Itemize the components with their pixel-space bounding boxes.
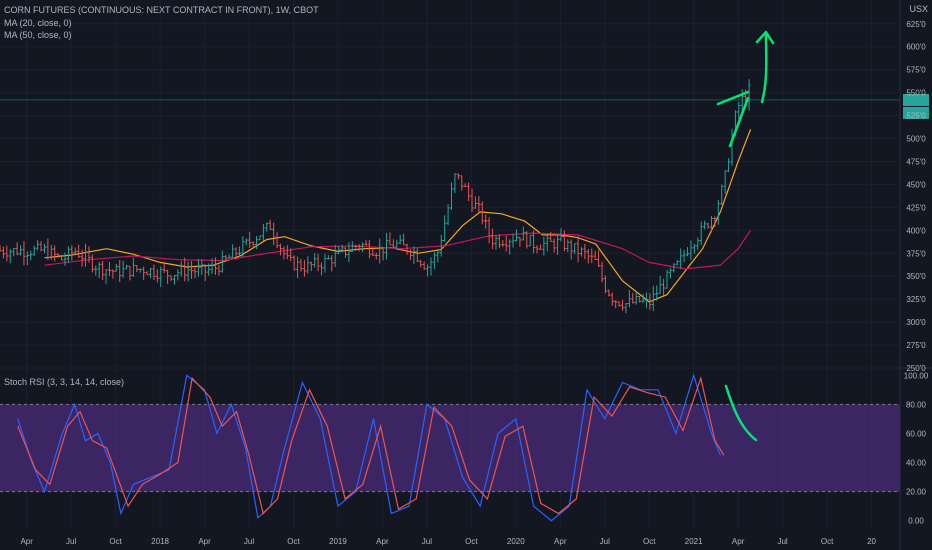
y-tick-label: 600'0 <box>906 43 926 52</box>
ma50-legend: MA (50, close, 0) <box>4 30 72 40</box>
axes: Apr Jul Oct 2018 Apr Jul Oct 2019 Apr Jul Oct 2020 A… <box>20 20 928 546</box>
stoch-y-tick-label: 60.00 <box>906 429 927 438</box>
x-tick-label: 20 <box>867 537 876 546</box>
x-tick-label: Jul <box>422 537 432 546</box>
x-tick-label: Oct <box>109 537 122 546</box>
x-tick-label: Apr <box>732 537 745 546</box>
x-tick-label: Oct <box>821 537 834 546</box>
y-tick-label: 425'0 <box>906 203 926 212</box>
stoch-y-tick-label: 100.00 <box>904 371 929 380</box>
stoch-band <box>0 403 900 493</box>
x-tick-label: Jul <box>777 537 787 546</box>
trend-line-upper <box>716 90 750 106</box>
stoch-series <box>17 373 725 522</box>
x-tick-label: 2018 <box>151 537 169 546</box>
y-tick-label: 300'0 <box>906 318 926 327</box>
y-tick-label: 400'0 <box>906 226 926 235</box>
stoch-y-tick-label: 20.00 <box>906 488 927 497</box>
ma20-legend: MA (20, close, 0) <box>4 18 72 28</box>
y-tick-label: 375'0 <box>906 249 926 258</box>
stoch-y-tick-label: 40.00 <box>906 459 927 468</box>
x-tick-label: 2020 <box>507 537 525 546</box>
annotations <box>716 30 775 442</box>
x-tick-label: Oct <box>643 537 656 546</box>
x-tick-label: Apr <box>376 537 389 546</box>
x-tick-label: Jul <box>66 537 76 546</box>
x-tick-label: Oct <box>287 537 300 546</box>
stoch-down-annotation <box>724 384 758 442</box>
arrow-up-head <box>755 30 775 45</box>
y-tick-label: 550'0 <box>906 89 926 98</box>
stoch-legend: Stoch RSI (3, 3, 14, 14, close) <box>4 377 125 387</box>
stoch-k-line <box>17 373 721 522</box>
x-tick-label: 2021 <box>685 537 703 546</box>
last-price-badge <box>903 93 929 106</box>
stoch-y-tick-label: 80.00 <box>906 400 927 409</box>
x-tick-label: Jul <box>600 537 610 546</box>
trend-line-lower <box>728 96 750 148</box>
countdown-badge <box>903 106 929 119</box>
overbought-oversold-band <box>0 404 900 492</box>
y-tick-label: 450'0 <box>906 180 926 189</box>
y-tick-label: 250'0 <box>906 364 926 373</box>
y-tick-label: 475'0 <box>906 157 926 166</box>
x-tick-label: Jul <box>244 537 254 546</box>
x-tick-label: Oct <box>465 537 478 546</box>
y-tick-label: 275'0 <box>906 341 926 350</box>
arrow-up-shaft <box>760 32 768 104</box>
y-tick-label: 500'0 <box>906 135 926 144</box>
x-tick-label: Apr <box>554 537 567 546</box>
chart-title: CORN FUTURES (CONTINUOUS: NEXT CONTRACT … <box>4 5 319 15</box>
x-tick-label: 2019 <box>329 537 347 546</box>
price-series <box>0 79 929 314</box>
y-tick-label: 525'0 <box>906 112 926 121</box>
y-tick-label: 575'0 <box>906 66 926 75</box>
ma50-line <box>44 229 752 270</box>
x-tick-label: Apr <box>20 537 33 546</box>
y-tick-label: 625'0 <box>906 20 926 29</box>
stoch-y-tick-label: 0.00 <box>908 517 924 526</box>
y-tick-label: 325'0 <box>906 295 926 304</box>
x-tick-label: Apr <box>198 537 211 546</box>
y-tick-label: 350'0 <box>906 272 926 281</box>
stoch-d-line <box>17 375 725 515</box>
currency-label: USX <box>909 4 928 14</box>
